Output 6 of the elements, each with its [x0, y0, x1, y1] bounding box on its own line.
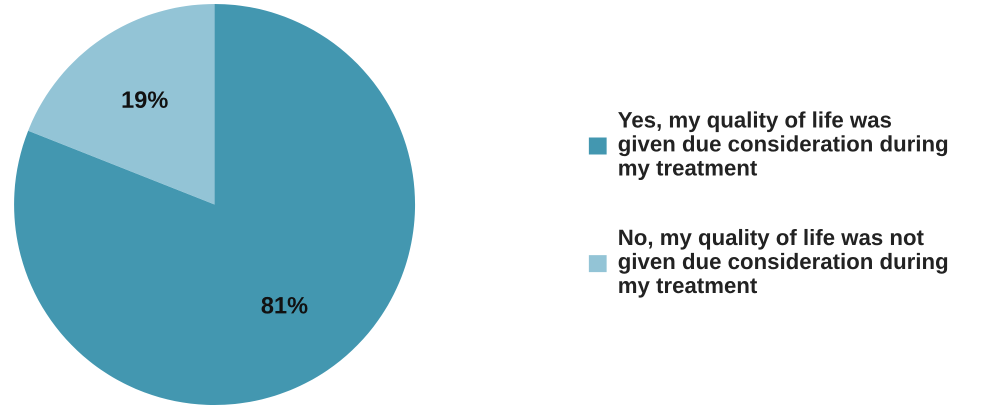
legend-label: No, my quality of life was not given due consideration during my treatment	[618, 228, 948, 298]
pie-slice	[28, 4, 215, 204]
data-label: 19%	[122, 91, 168, 108]
pie-slice	[14, 4, 416, 405]
legend-label: Yes, my quality of life was given due consideration during my treatment	[618, 111, 948, 180]
data-label: 81%	[262, 296, 308, 314]
